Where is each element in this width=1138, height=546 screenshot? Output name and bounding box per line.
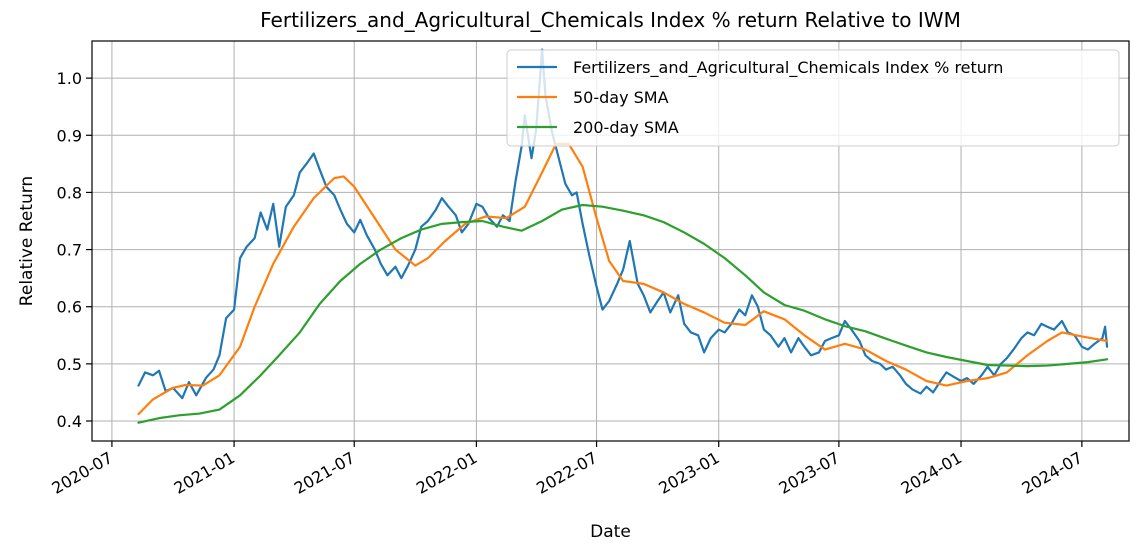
y-tick-label: 0.5: [57, 355, 82, 374]
legend-box: [506, 49, 1120, 147]
x-tick-label: 2022-01: [413, 448, 480, 498]
legend-label: 50-day SMA: [573, 88, 669, 107]
x-tick-label: 2024-07: [1018, 448, 1085, 498]
legend: Fertilizers_and_Agricultural_Chemicals I…: [506, 49, 1120, 147]
x-axis-ticks: 2020-07 2021-01 2021-07 2022-01 2022-07 2023-…: [49, 441, 1086, 498]
x-tick-label: 2023-01: [655, 448, 722, 498]
y-tick-label: 0.9: [57, 126, 82, 145]
x-tick-label: 2022-07: [533, 448, 600, 498]
x-tick-label: 2020-07: [49, 448, 116, 498]
y-tick-label: 0.8: [57, 183, 82, 202]
y-tick-label: 0.6: [57, 298, 82, 317]
y-tick-label: 1.0: [57, 69, 82, 88]
x-tick-label: 2021-07: [291, 448, 358, 498]
series-line-1: [137, 142, 1109, 416]
x-axis-label: Date: [590, 522, 631, 542]
y-tick-label: 0.7: [57, 241, 82, 260]
x-tick-label: 2024-01: [898, 448, 965, 498]
y-axis-ticks: 0.4 0.5 0.6 0.7 0.8 0.9 1.0: [57, 69, 92, 431]
series-line-0: [137, 48, 1109, 400]
axes: [91, 40, 1130, 442]
x-tick-label: 2021-01: [171, 448, 238, 498]
series-line-2: [137, 203, 1109, 424]
series-lines: [137, 48, 1109, 424]
plot-frame: [91, 40, 1130, 442]
y-tick-label: 0.4: [57, 412, 82, 431]
legend-label: Fertilizers_and_Agricultural_Chemicals I…: [573, 58, 1003, 78]
x-tick-label: 2023-07: [775, 448, 842, 498]
chart-title: Fertilizers_and_Agricultural_Chemicals I…: [260, 8, 961, 32]
legend-label: 200-day SMA: [573, 118, 679, 137]
y-axis-label: Relative Return: [17, 176, 37, 306]
